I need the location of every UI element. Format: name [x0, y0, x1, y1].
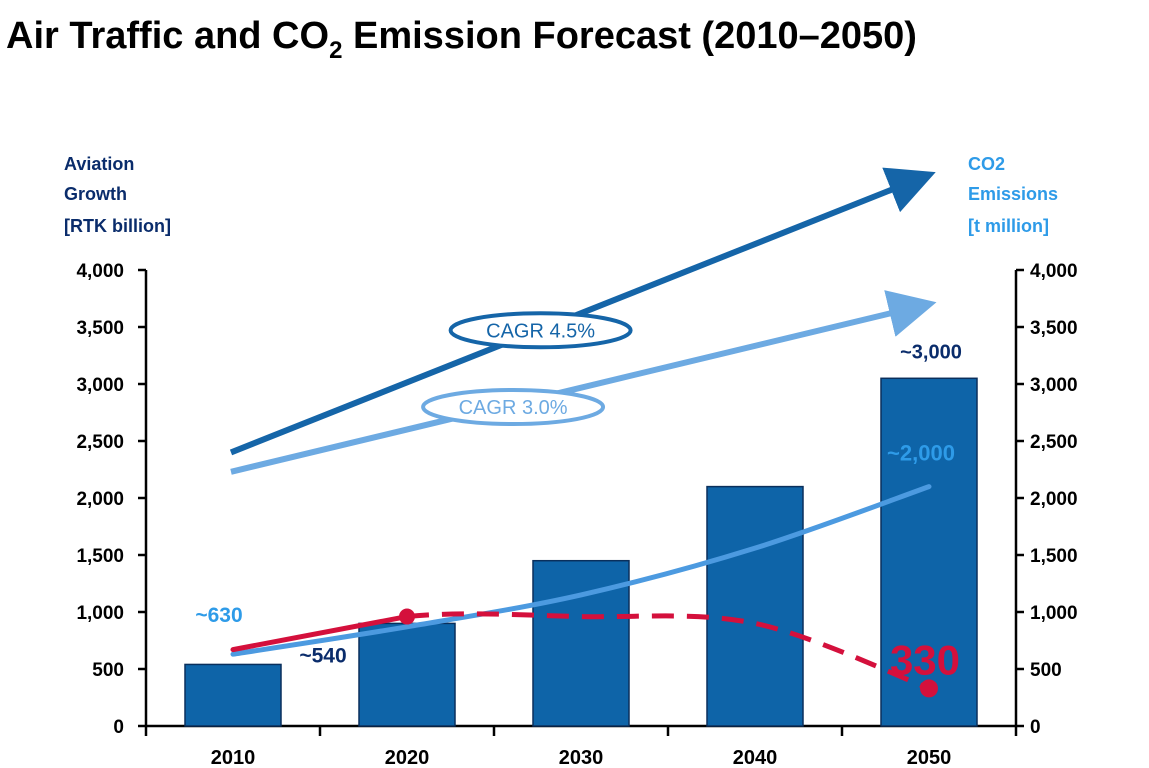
reduction-line-solid [230, 614, 410, 653]
right-axis-title-line-3: [t million] [968, 216, 1049, 236]
co2-emissions-line [230, 484, 932, 657]
right-y-tick-label: 0 [1030, 717, 1041, 738]
right-y-tick-label: 1,000 [1030, 603, 1078, 624]
chart-title-subscript: 2 [329, 37, 342, 64]
line-series [230, 484, 938, 698]
right-y-tick-label: 2,500 [1030, 432, 1078, 453]
left-y-tick-label: 1,000 [76, 603, 124, 624]
right-y-tick-label: 4,000 [1030, 261, 1078, 282]
right-y-tick-label: 1,500 [1030, 546, 1078, 567]
bar-series [184, 377, 978, 727]
reduction-point-2050 [920, 679, 938, 698]
annotation-label: ~540 [299, 644, 346, 667]
right-y-tick-label: 500 [1030, 660, 1062, 681]
left-axis-title-line-1: Aviation [64, 154, 134, 174]
x-ticks: 2010 2020 2030 2040 2050 [144, 726, 1018, 768]
annotation-label: ~630 [195, 604, 242, 627]
x-tick-label: 2010 [211, 747, 256, 768]
x-tick-label: 2020 [385, 747, 430, 768]
trend-arrows: CAGR 4.5% CAGR 3.0% [229, 167, 937, 475]
right-axis-title-line-1: CO2 [968, 154, 1005, 174]
right-axis-title: CO2 Emissions [t million] [968, 154, 1063, 236]
left-y-tick-label: 3,000 [76, 375, 124, 396]
left-axis-title: Aviation Growth [RTK billion] [64, 154, 171, 236]
left-axis-title-line-3: [RTK billion] [64, 216, 171, 236]
data-annotations: ~630 ~540 ~3,000 ~2,000 330 [195, 341, 962, 683]
left-y-tick-label: 1,500 [76, 546, 124, 567]
bar-2040 [706, 485, 804, 727]
cagr-label: CAGR 4.5% [486, 320, 595, 342]
cagr-arrow-3-0 [230, 290, 937, 475]
cagr-label-outline [448, 311, 633, 350]
left-y-tick-label: 4,000 [76, 261, 124, 282]
left-y-tick-label: 500 [92, 660, 124, 681]
chart-title-main: Air Traffic and CO [6, 15, 329, 57]
left-y-tick-label: 0 [113, 717, 124, 738]
x-tick-label: 2040 [733, 747, 778, 768]
cagr-label-outline [421, 388, 606, 427]
bar-2050 [880, 377, 978, 727]
reduction-line-dashed [406, 611, 930, 691]
chart-title-rest: Emission Forecast (2010–2050) [342, 15, 917, 57]
right-y-tick-label: 2,000 [1030, 489, 1078, 510]
right-axis-title-line-2: Emissions [968, 184, 1058, 204]
annotation-label: ~2,000 [887, 441, 955, 466]
x-tick-label: 2030 [559, 747, 604, 768]
left-axis-title-line-2: Growth [64, 184, 127, 204]
annotation-label: 330 [890, 636, 960, 683]
bar-2020 [358, 622, 456, 727]
reduction-point-2020 [399, 608, 415, 625]
left-y-tick-label: 2,500 [76, 432, 124, 453]
chart-title: Air Traffic and CO2 Emission Forecast (2… [6, 15, 917, 64]
left-y-ticks: 0 500 1,000 1,500 2,000 2,500 3,000 3,500 4,000 [76, 261, 146, 738]
right-y-ticks: 0 500 1,000 1,500 2,000 2,500 3,000 3,500 4,000 [1016, 261, 1078, 738]
bar-2010 [184, 663, 282, 727]
cagr-label: CAGR 3.0% [459, 397, 568, 419]
x-tick-label: 2050 [907, 747, 952, 768]
left-y-tick-label: 2,000 [76, 489, 124, 510]
right-y-tick-label: 3,000 [1030, 375, 1078, 396]
left-y-tick-label: 3,500 [76, 318, 124, 339]
right-y-tick-label: 3,500 [1030, 318, 1078, 339]
annotation-label: ~3,000 [900, 341, 962, 363]
